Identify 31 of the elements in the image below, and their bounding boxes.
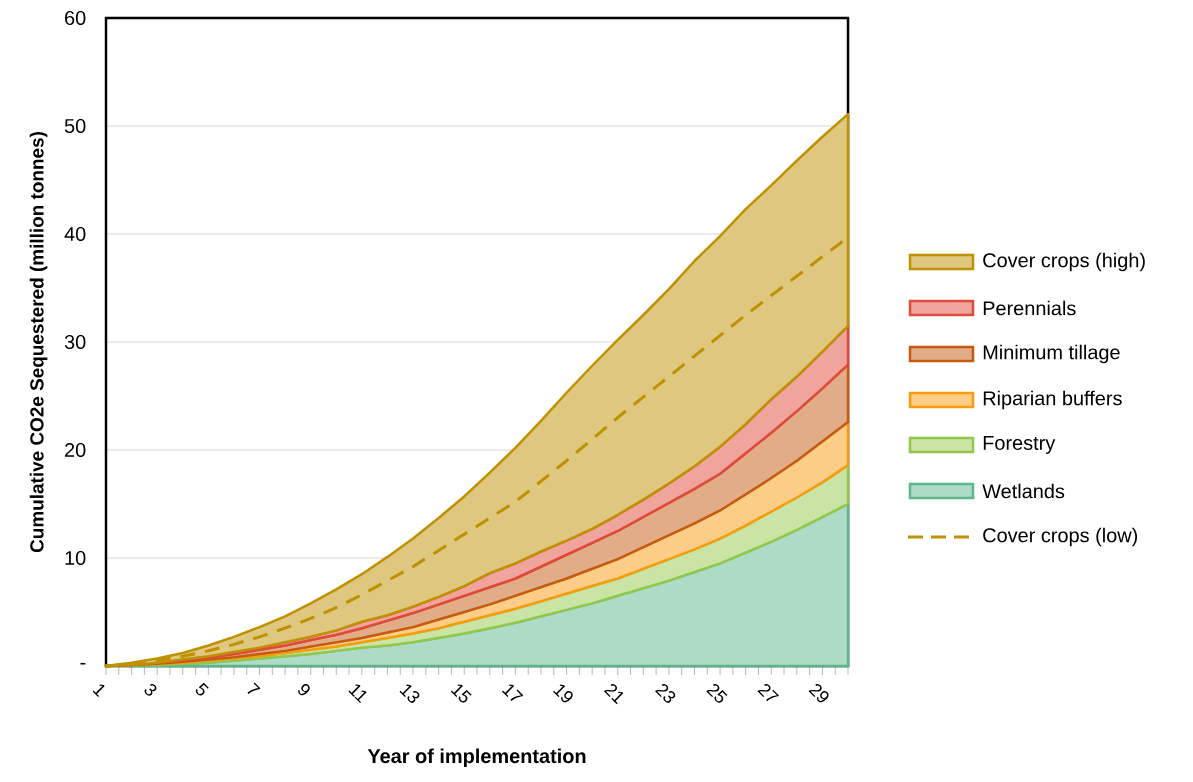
y-tick-label: 10 [65, 550, 86, 566]
y-tick-label: 60 [65, 10, 86, 26]
legend-label: Forestry [983, 436, 1056, 454]
y-tick-label: 40 [64, 226, 86, 242]
legend-label: Riparian buffers [983, 390, 1122, 410]
y-tick-label: - [80, 662, 86, 665]
legend-label: Perennials [983, 300, 1076, 316]
y-axis-title: Cumulative CO2e Sequestered (million tonnes) [29, 132, 48, 553]
x-tick-label: 1 [92, 684, 105, 697]
y-tick-label: 50 [64, 118, 86, 134]
x-tick-label: 3 [144, 683, 157, 696]
legend-label: Minimum tillage [983, 344, 1120, 364]
legend-label: Cover crops (high) [983, 252, 1145, 272]
x-tick-label: 27 [757, 683, 779, 702]
legend-label: Wetlands [982, 483, 1065, 499]
x-tick-label: 15 [450, 684, 472, 703]
x-tick-label: 17 [502, 684, 524, 701]
x-tick-label: 5 [195, 682, 209, 696]
y-tick-label: 30 [64, 334, 86, 350]
x-tick-label: 21 [603, 683, 624, 705]
legend-label: Cover crops (low) [983, 527, 1138, 547]
x-tick-label: 19 [553, 684, 573, 703]
x-tick-label: 13 [399, 684, 420, 703]
x-tick-label: 29 [808, 683, 829, 703]
y-tick-label: 20 [65, 442, 86, 458]
x-tick-label: 7 [247, 682, 261, 694]
x-axis-title: Year of implementation [367, 748, 586, 768]
x-tick-label: 11 [348, 684, 367, 704]
x-tick-label: 23 [655, 683, 676, 703]
x-tick-label: 25 [706, 683, 728, 703]
x-tick-label: 9 [298, 683, 310, 696]
